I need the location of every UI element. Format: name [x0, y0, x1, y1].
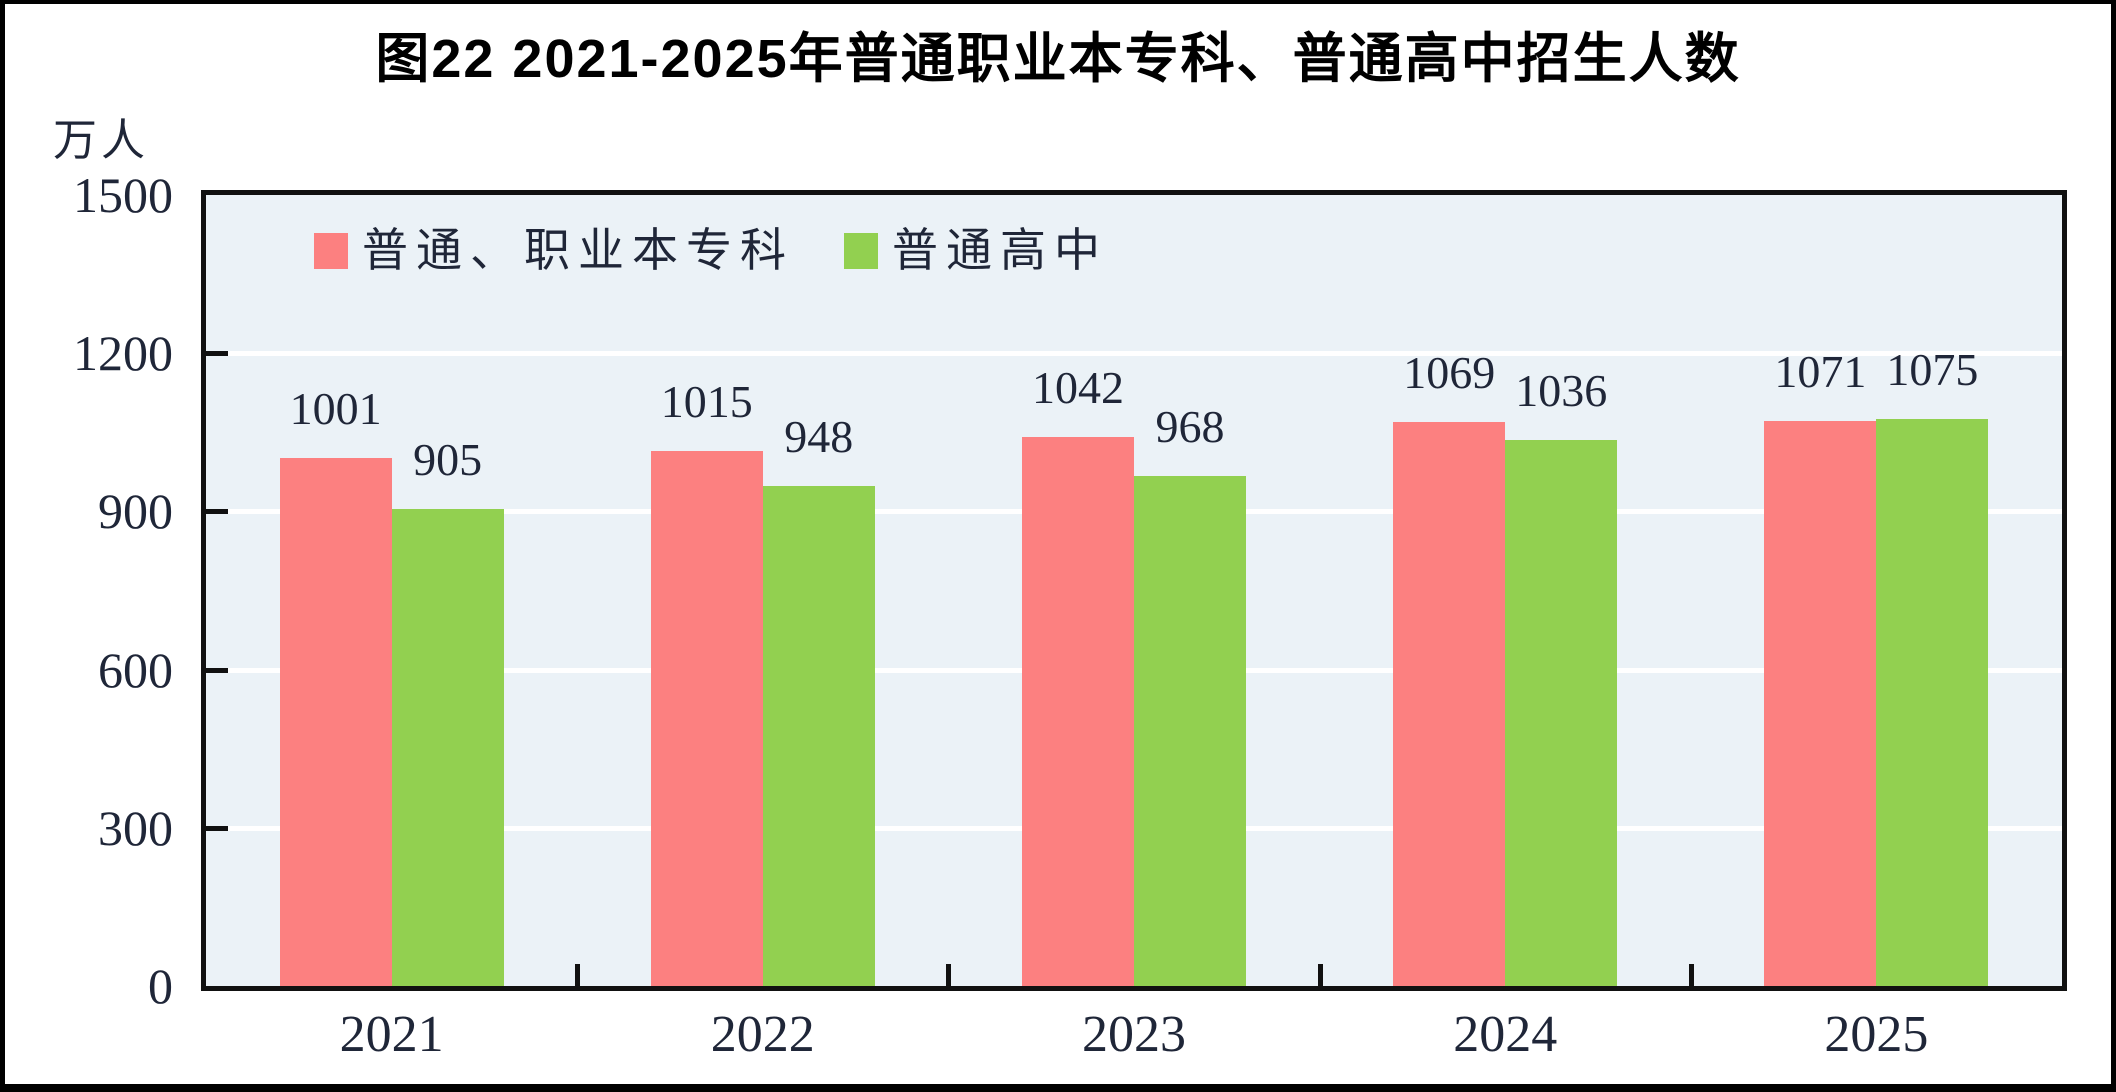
chart-title: 图22 2021-2025年普通职业本专科、普通高中招生人数: [375, 29, 1741, 89]
bar-value-label: 1071: [1774, 346, 1867, 398]
legend-item-1: 普通、职业本专科: [314, 223, 794, 279]
bar-value-label: 948: [784, 411, 854, 463]
x-tick-2: [946, 964, 952, 986]
legend-label: 普通、职业本专科: [362, 225, 794, 276]
x-tick-label-2023: 2023: [1082, 1006, 1186, 1063]
x-tick-1: [575, 964, 581, 986]
bar-value-label: 1001: [289, 383, 382, 435]
y-tick-label-0: 0: [148, 958, 173, 1014]
y-tick-label-600: 600: [98, 641, 173, 698]
legend-swatch-icon: [314, 233, 348, 269]
bar-2023-series2: [1134, 475, 1246, 986]
bar-2024-series1: [1393, 422, 1506, 986]
legend-item-2: 普通高中: [844, 223, 1108, 279]
x-tick-4: [1688, 964, 1694, 986]
bar-value-label: 968: [1155, 400, 1225, 452]
x-tick-label-2025: 2025: [1824, 1006, 1929, 1063]
x-tick-label-2021: 2021: [339, 1006, 444, 1063]
bar-2025-series1: [1764, 421, 1877, 986]
bar-2021-series2: [391, 508, 504, 986]
y-tick-label-1200: 1200: [73, 325, 173, 382]
y-tick-600: [206, 667, 228, 673]
bar-2022-series2: [762, 486, 875, 986]
bar-value-label: 1015: [660, 375, 753, 427]
bar-value-label: 1069: [1403, 347, 1496, 399]
gridline-1200: [206, 351, 2062, 357]
y-tick-label-900: 900: [98, 483, 173, 540]
legend: 普通、职业本专科 普通高中: [314, 223, 1108, 279]
plot-area: 普通、职业本专科 普通高中 1001 905 1015 948 1042 968 1069 10…: [201, 190, 2067, 991]
y-tick-label-1500: 1500: [73, 167, 173, 223]
bar-value-label: 1075: [1886, 344, 1979, 396]
x-tick-label-2022: 2022: [710, 1006, 815, 1063]
legend-label: 普通高中: [892, 225, 1108, 276]
bar-2021-series1: [279, 458, 392, 986]
y-tick-label-300: 300: [98, 799, 173, 856]
bar-value-label: 1036: [1515, 364, 1608, 416]
x-tick-label-2024: 2024: [1453, 1006, 1558, 1063]
y-axis-unit-label: 万人: [53, 116, 149, 165]
bar-2025-series2: [1876, 419, 1989, 986]
y-tick-900: [206, 509, 228, 515]
bar-2024-series2: [1505, 439, 1618, 986]
y-tick-1200: [206, 351, 228, 357]
bar-value-label: 905: [413, 433, 483, 485]
legend-swatch-icon: [844, 233, 878, 269]
bar-value-label: 1042: [1032, 361, 1124, 413]
y-tick-300: [206, 825, 228, 831]
x-tick-3: [1317, 964, 1323, 986]
bar-2022-series1: [650, 450, 763, 986]
bar-2023-series1: [1022, 436, 1134, 986]
